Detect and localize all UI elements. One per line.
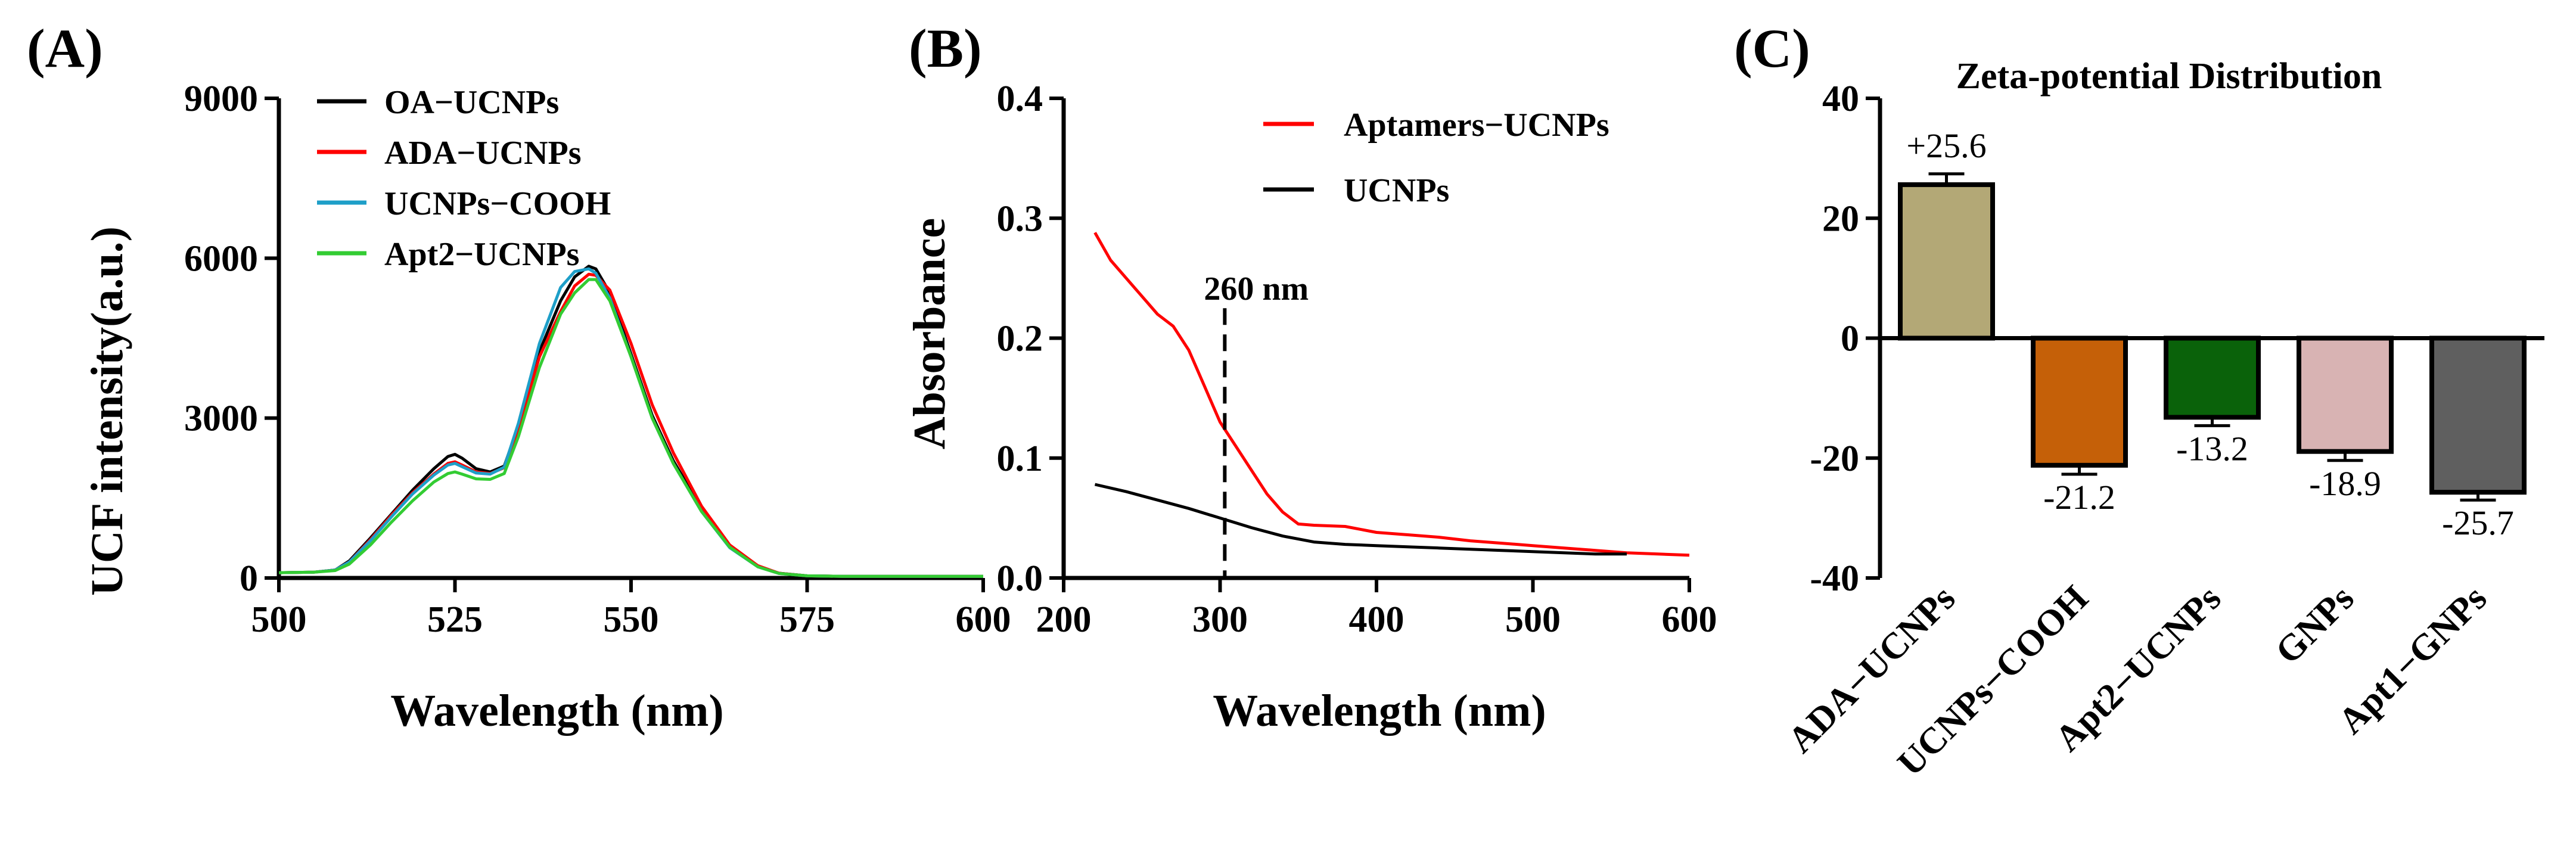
panel-c-ytick-label: 0: [1841, 319, 1859, 359]
panel-a-ytick-label: 3000: [184, 399, 258, 439]
panel-c-bar-4: [2429, 335, 2527, 495]
panel-c-value-label-0: +25.6: [1906, 126, 1986, 165]
panel-b-ytick-label: 0.4: [997, 79, 1043, 119]
panel-b-xtick-label: 400: [1349, 599, 1404, 640]
panel-c-plot: -40-2002040+25.6ADA−UCNPs-21.2UCNPs−COOH…: [1780, 79, 2544, 784]
panel-c-category-label-3: GNPs: [2268, 578, 2362, 672]
panel-c-bar-0: [1898, 182, 1995, 341]
panel-a-xlabel: Wavelength (nm): [390, 686, 723, 736]
panel-b-xtick-label: 200: [1036, 599, 1092, 640]
panel-a-xtick-label: 525: [427, 599, 483, 640]
panel-b-legend-label-1: UCNPs: [1344, 172, 1449, 209]
panel-b-marker-label: 260 nm: [1204, 271, 1309, 307]
panel-c-bar-1: [2031, 335, 2128, 468]
panel-a: (A) UCF intensity(a.u.) Wavelength (nm) …: [27, 18, 1011, 736]
panel-c: (C) Zeta-potential Distribution -40 -20 0 2…: [1734, 18, 2544, 784]
panel-a-ytick-label: 6000: [184, 238, 258, 279]
panel-c-ytick-label: -40: [1810, 558, 1859, 599]
panel-a-label: (A): [27, 18, 103, 79]
panel-a-ytick-label: 9000: [184, 79, 258, 119]
panel-b-legend: Aptamers−UCNPs UCNPs: [1263, 107, 1609, 209]
panel-a-xtick-label: 550: [604, 599, 659, 640]
panel-b-xlabel: Wavelength (nm): [1213, 686, 1546, 736]
panel-a-ytick-label: 0: [240, 558, 258, 599]
panel-c-value-label-4: -25.7: [2442, 504, 2514, 542]
panel-c-bar-3: [2297, 335, 2394, 454]
panel-a-xtick-label: 600: [956, 599, 1011, 640]
panel-c-ytick-label: 40: [1822, 79, 1859, 119]
panel-a-series-line-3: [278, 278, 983, 578]
panel-c-title: Zeta-potential Distribution: [1956, 56, 2382, 97]
panel-a-ylabel: UCF intensity(a.u.): [82, 226, 132, 596]
panel-a-legend-label-2: UCNPs−COOH: [384, 185, 611, 222]
panel-b: (B) Absorbance Wavelength (nm) 0.0 0.1 0.2…: [905, 18, 1717, 736]
panel-c-value-label-3: -18.9: [2309, 464, 2381, 503]
panel-c-value-label-2: -13.2: [2176, 429, 2248, 468]
panel-b-legend-label-0: Aptamers−UCNPs: [1344, 107, 1609, 144]
panel-a-xtick-label: 575: [779, 599, 835, 640]
panel-b-ytick-label: 0.0: [997, 558, 1043, 599]
panel-b-xtick-label: 500: [1505, 599, 1561, 640]
panel-b-label: (B): [909, 18, 982, 79]
panel-b-series-line-0: [1093, 232, 1690, 557]
panel-b-series-line-1: [1094, 483, 1627, 556]
panel-b-plot: 0.0 0.1 0.2 0.3 0.4 200 300 400 500 600 260 nm: [997, 79, 1717, 640]
panel-c-label: (C): [1734, 18, 1810, 79]
panel-a-xtick-label: 500: [251, 599, 307, 640]
panel-a-legend-label-1: ADA−UCNPs: [384, 135, 582, 172]
panel-b-ytick-label: 0.2: [997, 319, 1043, 359]
panel-c-ytick-label: 20: [1822, 198, 1859, 239]
panel-a-plot: 0 3000 6000 9000 500 525 550 575 600: [184, 79, 1011, 640]
panel-b-ylabel: Absorbance: [905, 218, 955, 449]
panel-c-bar-2: [2164, 335, 2261, 420]
panel-a-legend-label-3: Apt2−UCNPs: [384, 236, 579, 273]
panel-b-xtick-label: 600: [1662, 599, 1717, 640]
panel-b-xtick-label: 300: [1192, 599, 1248, 640]
panel-b-ytick-label: 0.3: [997, 198, 1043, 239]
panel-a-legend-label-0: OA−UCNPs: [384, 84, 559, 121]
panel-c-value-label-1: -21.2: [2043, 478, 2115, 517]
panel-a-legend: OA−UCNPs ADA−UCNPs UCNPs−COOH Apt2−UCNPs: [317, 84, 611, 273]
panel-b-ytick-label: 0.1: [997, 439, 1043, 479]
panel-c-ytick-label: -20: [1810, 439, 1859, 479]
